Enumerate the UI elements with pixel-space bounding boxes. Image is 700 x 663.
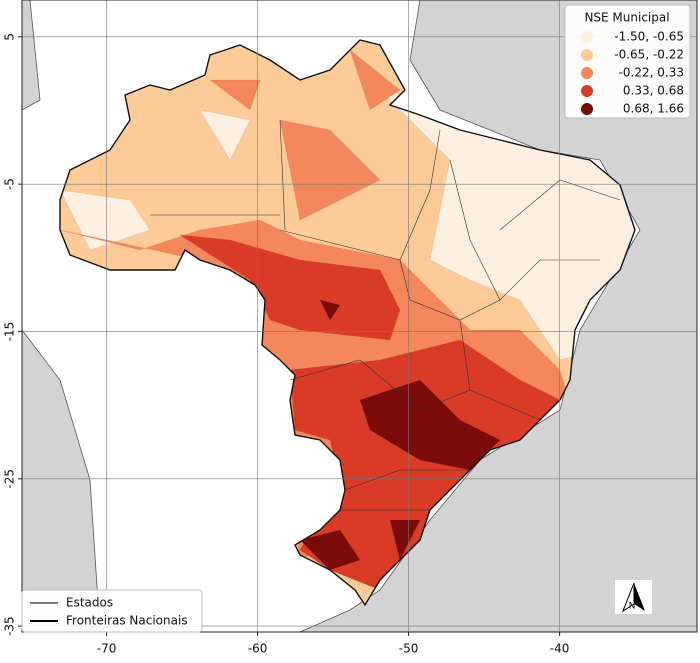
legend-swatch	[581, 67, 593, 79]
legend-label: -1.50, -0.65	[614, 30, 684, 44]
legend-swatch	[581, 31, 593, 43]
y-tick-label: -35	[3, 616, 17, 636]
y-tick-label: -5	[3, 178, 17, 190]
axes: -70 -60 -50 -40 5 -5 -15 -25 -35	[3, 33, 570, 655]
legend-label: 0.33, 0.68	[623, 84, 684, 98]
legend-swatch	[581, 103, 593, 115]
line-legend: Estados Fronteiras Nacionais	[21, 589, 203, 633]
y-tick-label: 5	[3, 33, 17, 41]
legend-swatch	[581, 85, 593, 97]
x-tick-label: -40	[550, 642, 570, 656]
national-border	[59, 39, 636, 607]
y-tick-label: -25	[3, 469, 17, 489]
x-tick-label: -70	[97, 642, 117, 656]
legend-label: 0.68, 1.66	[623, 102, 684, 116]
frame	[21, 0, 698, 633]
legend: NSE Municipal -1.50, -0.65 -0.65, -0.22 -0…	[564, 4, 691, 119]
legend-swatch	[581, 49, 593, 61]
legend-label: -0.22, 0.33	[619, 66, 684, 80]
north-arrow-right	[634, 583, 645, 611]
legend-box	[564, 4, 691, 119]
north-label: N	[629, 602, 636, 612]
x-tick-label: -60	[248, 642, 268, 656]
legend-label: Fronteiras Nacionais	[66, 614, 188, 628]
legend-title: NSE Municipal	[584, 11, 669, 25]
legend-label: Estados	[66, 596, 113, 610]
y-tick-label: -15	[3, 322, 17, 342]
north-arrow: N	[615, 580, 652, 614]
line-legend-box	[21, 589, 203, 633]
legend-label: -0.65, -0.22	[614, 48, 684, 62]
state-borders	[150, 119, 621, 511]
nse-region	[209, 49, 401, 221]
x-tick-label: -50	[399, 642, 419, 656]
